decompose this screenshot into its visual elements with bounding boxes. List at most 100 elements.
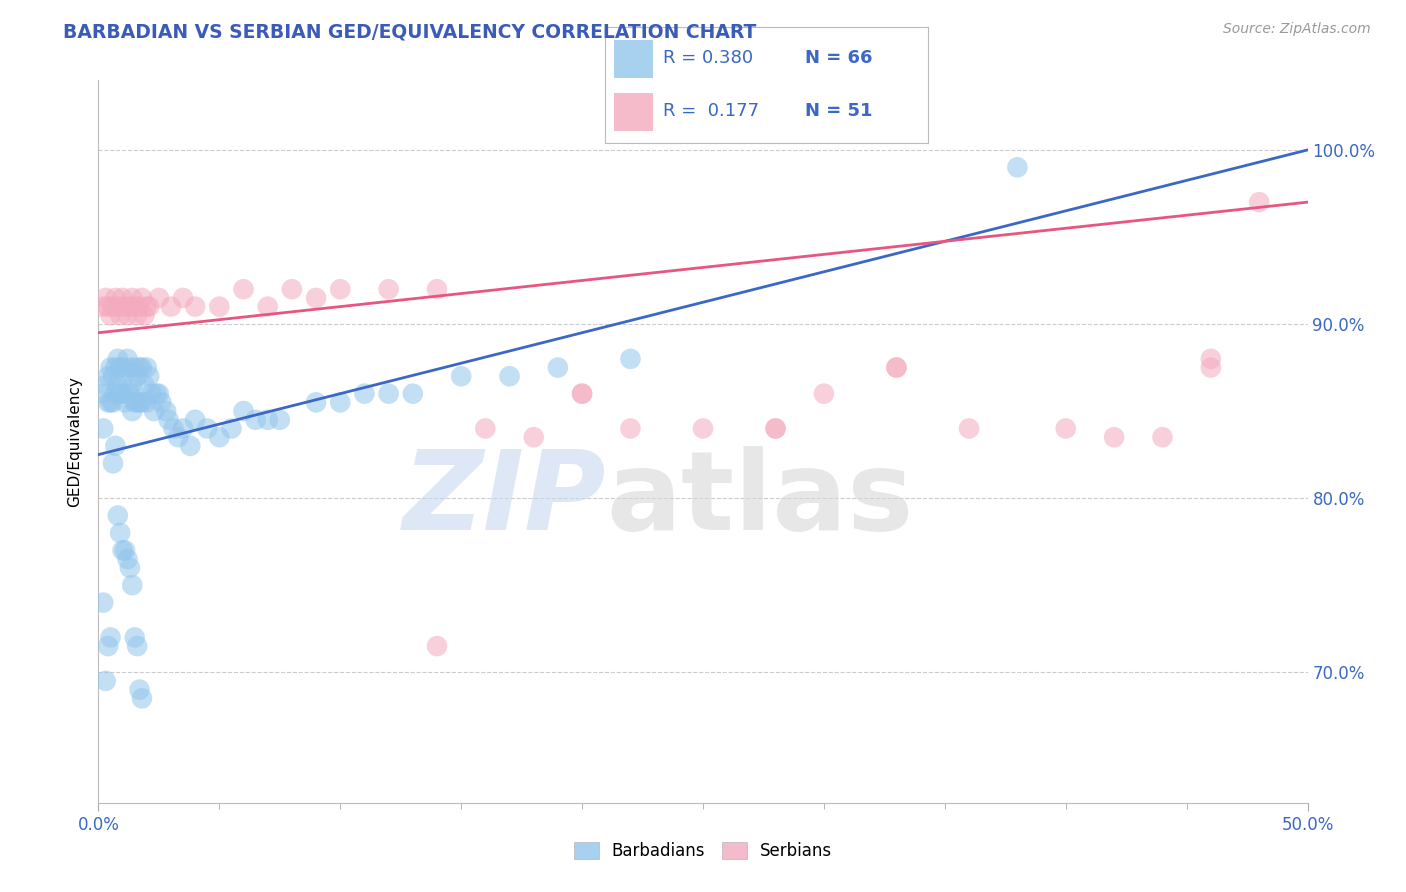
Point [474,421,496,435]
Point [128,395,150,409]
Text: N = 66: N = 66 [806,49,873,67]
Point [104,291,127,305]
Point [111,386,134,401]
Point [167,430,190,444]
Point [131,291,153,305]
Point [377,386,399,401]
Point [91,596,114,610]
Point [172,291,194,305]
Point [117,308,139,322]
Point [107,378,129,392]
Point [619,421,641,435]
Point [121,378,143,392]
Point [957,421,980,435]
Point [104,360,127,375]
Point [128,360,150,375]
Point [91,421,114,435]
Point [426,639,449,653]
Point [94,673,117,688]
Point [402,386,425,401]
Point [232,282,254,296]
Text: N = 51: N = 51 [806,103,873,120]
Point [1102,430,1125,444]
Point [100,308,122,322]
Point [208,300,231,314]
Point [523,430,546,444]
Point [97,639,120,653]
Point [179,439,201,453]
Point [111,291,134,305]
Text: R =  0.177: R = 0.177 [662,103,759,120]
Point [114,543,136,558]
Point [121,404,143,418]
Point [765,421,787,435]
Legend: Barbadians, Serbians: Barbadians, Serbians [567,835,839,867]
Point [128,682,150,697]
Point [124,360,146,375]
Point [765,421,787,435]
Point [281,282,304,296]
Point [813,386,835,401]
Point [118,386,141,401]
Point [121,291,143,305]
Point [135,360,157,375]
Point [148,386,170,401]
Point [269,413,291,427]
Point [138,300,160,314]
Point [101,300,124,314]
Point [101,369,124,384]
Point [135,395,157,409]
Point [329,395,352,409]
Point [377,282,399,296]
Point [108,386,131,401]
Point [117,351,139,366]
Point [353,386,375,401]
Point [450,369,472,384]
Point [1152,430,1174,444]
Point [97,300,120,314]
Point [426,282,449,296]
Point [143,404,166,418]
Point [94,291,117,305]
Point [692,421,714,435]
Point [886,360,908,375]
Point [256,413,278,427]
Point [498,369,520,384]
Point [101,395,124,409]
Point [127,395,149,409]
Point [160,300,183,314]
Point [162,421,184,435]
Point [124,631,146,645]
Point [134,308,156,322]
Point [127,639,149,653]
Point [195,421,218,435]
Point [141,386,163,401]
Y-axis label: GED/Equivalency: GED/Equivalency [67,376,83,507]
Point [131,395,153,409]
Point [118,561,141,575]
Point [1199,351,1222,366]
Point [107,508,129,523]
Text: R = 0.380: R = 0.380 [662,49,754,67]
Point [100,631,122,645]
Point [571,386,593,401]
Point [104,439,127,453]
Point [108,525,131,540]
Point [97,395,120,409]
Point [134,378,156,392]
Point [114,395,136,409]
Bar [614,39,654,78]
Point [1249,195,1271,210]
Point [124,300,146,314]
Point [1007,161,1029,175]
Point [886,360,908,375]
Text: atlas: atlas [606,446,914,553]
Point [104,386,127,401]
Point [155,404,177,418]
Point [172,421,194,435]
Point [571,386,593,401]
Point [184,413,207,427]
Point [91,386,114,401]
Point [127,369,149,384]
Point [94,378,117,392]
